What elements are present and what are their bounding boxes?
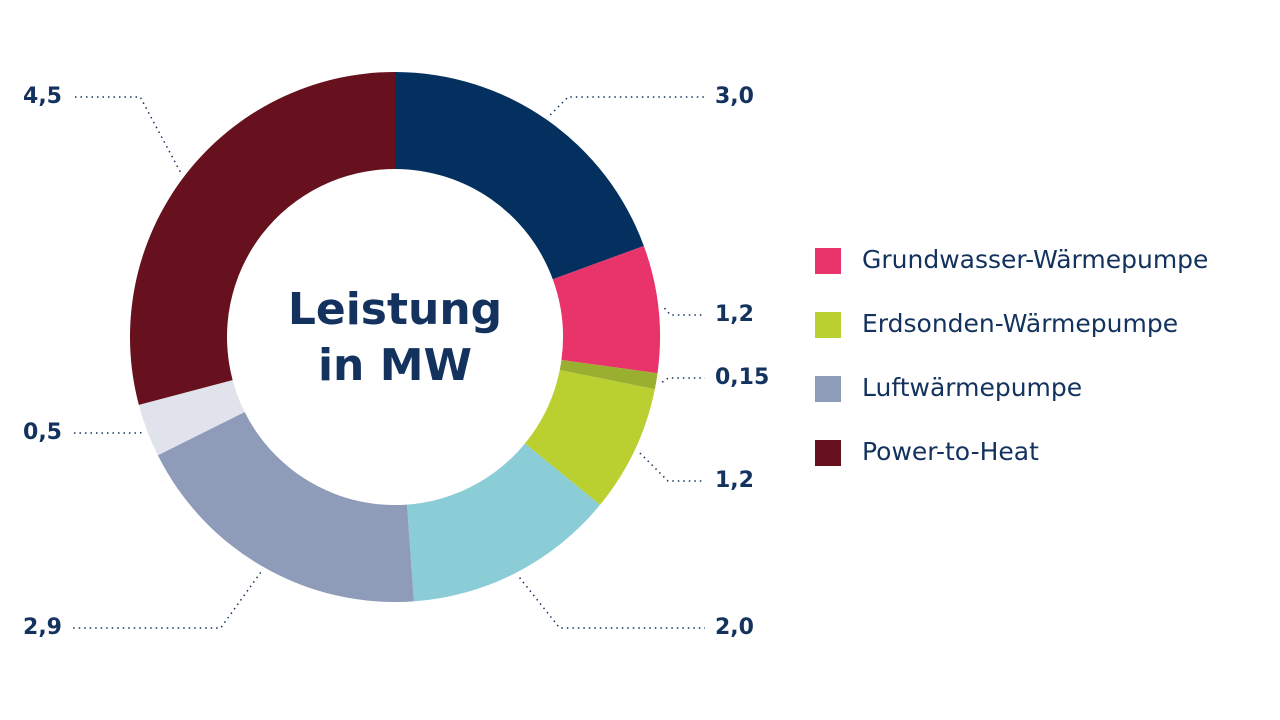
- value-label: 4,5: [23, 84, 62, 109]
- legend-swatch: [815, 312, 841, 338]
- donut-segment: [524, 370, 655, 505]
- legend-label: Erdsonden-Wärmepumpe: [862, 309, 1178, 338]
- legend-label: Luftwärmepumpe: [862, 373, 1082, 402]
- legend-label: Grundwasser-Wärmepumpe: [862, 245, 1208, 274]
- value-label: 1,2: [715, 302, 754, 327]
- leader-line: [72, 571, 262, 629]
- leader-line: [661, 377, 705, 383]
- leader-line: [639, 452, 705, 482]
- leader-line: [663, 307, 705, 316]
- leader-line: [72, 96, 181, 173]
- legend-swatch: [815, 440, 841, 466]
- chart-title: Leistung in MW: [287, 284, 503, 391]
- donut-segment: [552, 245, 661, 374]
- donut-segment: [395, 72, 644, 280]
- legend-swatch: [815, 376, 841, 402]
- value-label: 2,9: [23, 615, 62, 640]
- donut-segment: [406, 443, 601, 602]
- donut-segment: [559, 359, 658, 390]
- leader-line: [549, 96, 705, 116]
- donut-segment: [157, 411, 414, 602]
- value-label: 0,15: [715, 365, 769, 390]
- leader-line: [519, 577, 705, 629]
- value-label: 0,5: [23, 420, 62, 445]
- donut-segment: [138, 380, 245, 456]
- value-label: 2,0: [715, 615, 754, 640]
- value-label: 1,2: [715, 468, 754, 493]
- donut-segment: [129, 72, 395, 405]
- legend-label: Power-to-Heat: [862, 437, 1039, 466]
- value-label: 3,0: [715, 84, 754, 109]
- legend-swatch: [815, 248, 841, 274]
